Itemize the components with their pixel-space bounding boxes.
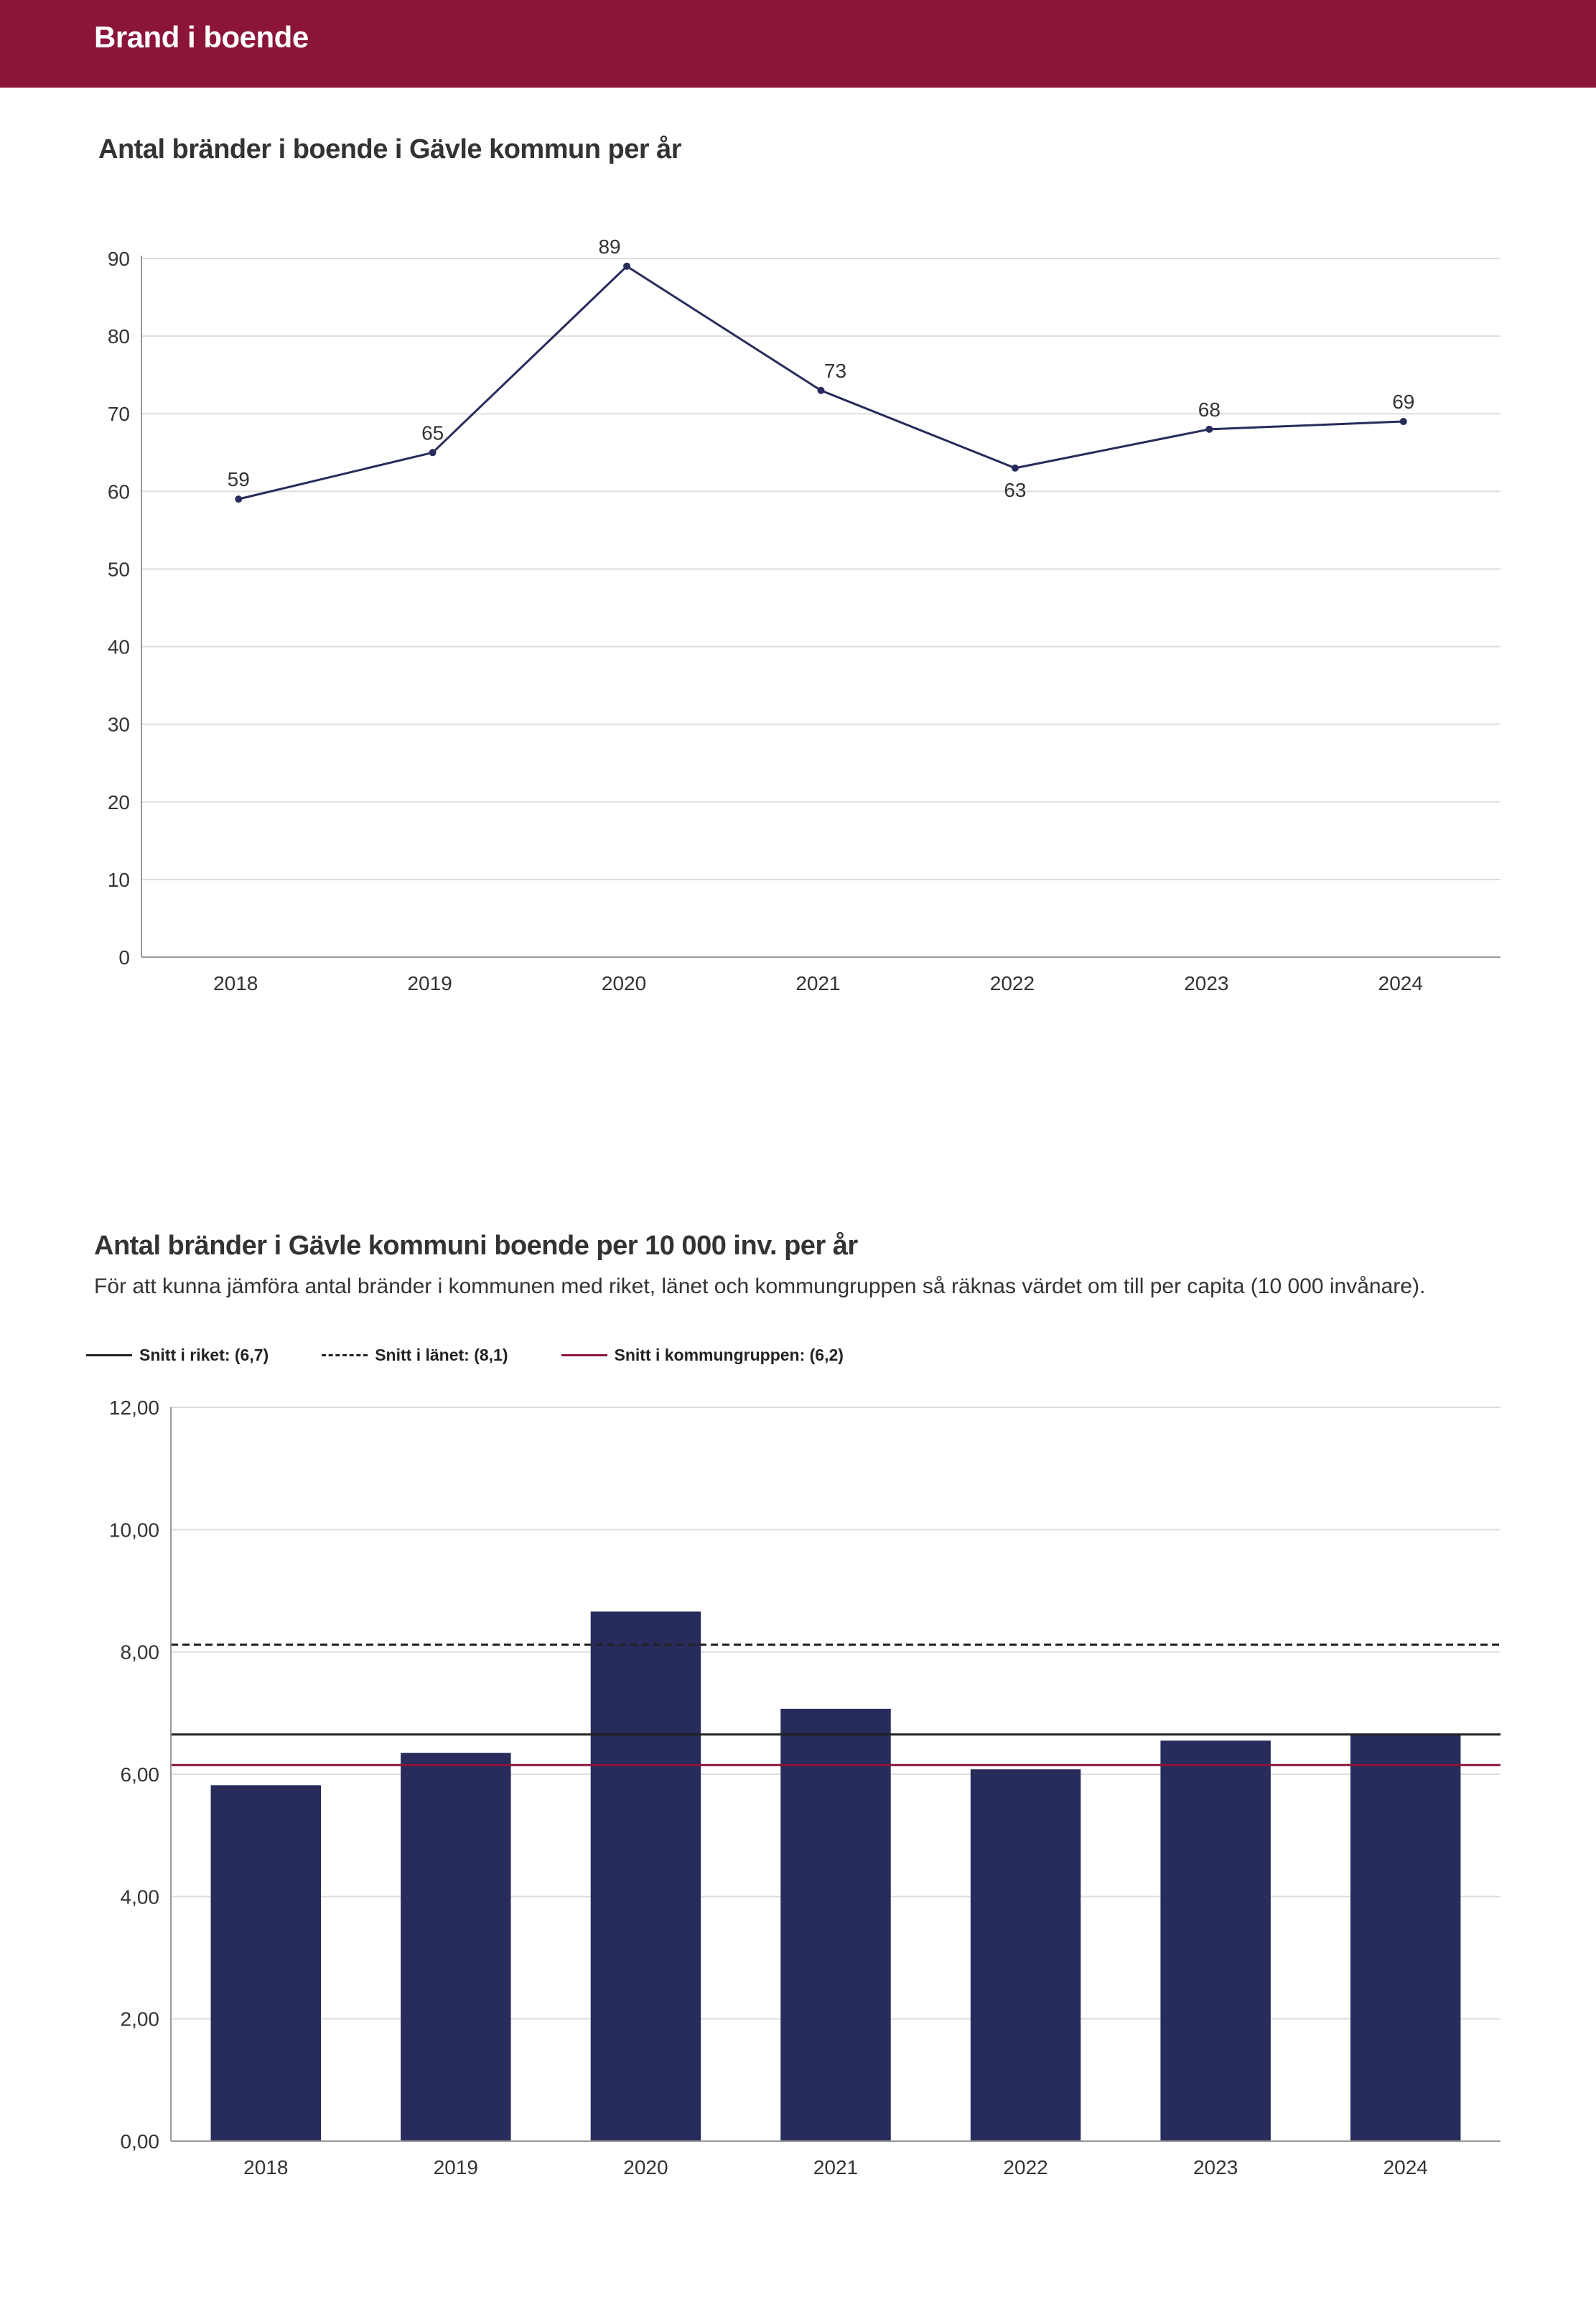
header-bar: Brand i boende [0, 0, 1596, 88]
data-label: 73 [824, 360, 846, 382]
y-tick-label: 12,00 [109, 1397, 159, 1419]
legend-swatch-solid [86, 1353, 132, 1356]
x-tick-label: 2020 [602, 972, 646, 994]
line-chart-title: Antal bränder i boende i Gävle kommun pe… [98, 134, 682, 164]
data-label: 65 [421, 421, 444, 444]
y-tick-label: 40 [108, 636, 130, 658]
data-point [429, 449, 437, 457]
y-tick-label: 90 [108, 248, 130, 270]
x-tick-label: 2019 [407, 972, 452, 994]
legend-swatch-red [561, 1353, 607, 1356]
bar-chart: 0,00 2,00 4,00 6,00 8,00 10,00 12,00 2018 2019 20… [109, 1397, 1501, 2178]
bar-chart-subtitle: För att kunna jämföra antal bränder i ko… [94, 1274, 1426, 1298]
legend-label-kommungruppen: Snitt i kommungruppen: (6,2) [614, 1345, 844, 1364]
x-tick-label: 2020 [623, 2156, 668, 2178]
bar-chart-legend: Snitt i riket: (6,7) Snitt i länet: (8,1… [86, 1343, 897, 1367]
x-tick-label: 2023 [1193, 2156, 1238, 2178]
bar-chart-title: Antal bränder i Gävle kommuni boende per… [94, 1231, 858, 1261]
data-label: 63 [1004, 479, 1026, 501]
y-tick-label: 10,00 [109, 1519, 159, 1541]
y-tick-label: 2,00 [121, 2008, 160, 2031]
bar [970, 1769, 1081, 2141]
line-chart: 0 10 20 30 40 50 60 70 80 90 2018 2019 2020 2021 2022 2… [108, 237, 1501, 994]
data-point [817, 386, 825, 394]
y-tick-label: 10 [108, 869, 130, 891]
data-point [1205, 425, 1213, 433]
bar [780, 1708, 891, 2141]
y-tick-label: 60 [108, 480, 130, 503]
x-tick-label: 2021 [795, 972, 840, 994]
bar [401, 1753, 511, 2141]
x-tick-label: 2022 [1003, 2156, 1047, 2178]
x-tick-label: 2018 [213, 972, 258, 994]
legend-label-riket: Snitt i riket: (6,7) [139, 1345, 269, 1364]
bar [210, 1785, 322, 2141]
y-tick-label: 20 [108, 791, 130, 814]
y-tick-label: 80 [108, 325, 130, 348]
legend-swatch-dashed [322, 1353, 368, 1356]
legend-label-lanet: Snitt i länet: (8,1) [375, 1345, 508, 1364]
bar [590, 1611, 701, 2141]
series-line [238, 264, 1404, 500]
x-tick-label: 2022 [990, 972, 1035, 994]
data-label: 68 [1198, 399, 1221, 421]
x-tick-label: 2023 [1184, 972, 1228, 994]
data-point [1399, 418, 1407, 426]
y-tick-label: 30 [108, 714, 130, 736]
data-label: 69 [1392, 391, 1414, 413]
y-tick-label: 8,00 [121, 1641, 160, 1664]
legend-item-lanet: Snitt i länet: (8,1) [322, 1346, 508, 1365]
y-tick-label: 70 [108, 403, 130, 425]
data-label: 59 [228, 468, 250, 490]
data-point [1011, 464, 1019, 472]
y-tick-label: 4,00 [121, 1886, 160, 1908]
legend-item-riket: Snitt i riket: (6,7) [86, 1346, 269, 1365]
y-tick-label: 0 [118, 946, 130, 969]
data-point [623, 262, 631, 270]
data-point [235, 495, 243, 503]
bar [1160, 1740, 1271, 2141]
x-tick-label: 2021 [813, 2156, 858, 2178]
x-tick-label: 2018 [243, 2156, 288, 2178]
y-tick-label: 50 [108, 558, 130, 580]
y-tick-label: 6,00 [121, 1763, 160, 1786]
data-label: 89 [598, 237, 620, 258]
x-tick-label: 2019 [434, 2156, 478, 2178]
legend-item-kommungruppen: Snitt i kommungruppen: (6,2) [561, 1346, 844, 1365]
page-title: Brand i boende [94, 20, 309, 54]
x-tick-label: 2024 [1383, 2156, 1428, 2178]
x-tick-label: 2024 [1378, 972, 1423, 994]
bar [1350, 1734, 1461, 2141]
y-tick-label: 0,00 [121, 2130, 160, 2153]
